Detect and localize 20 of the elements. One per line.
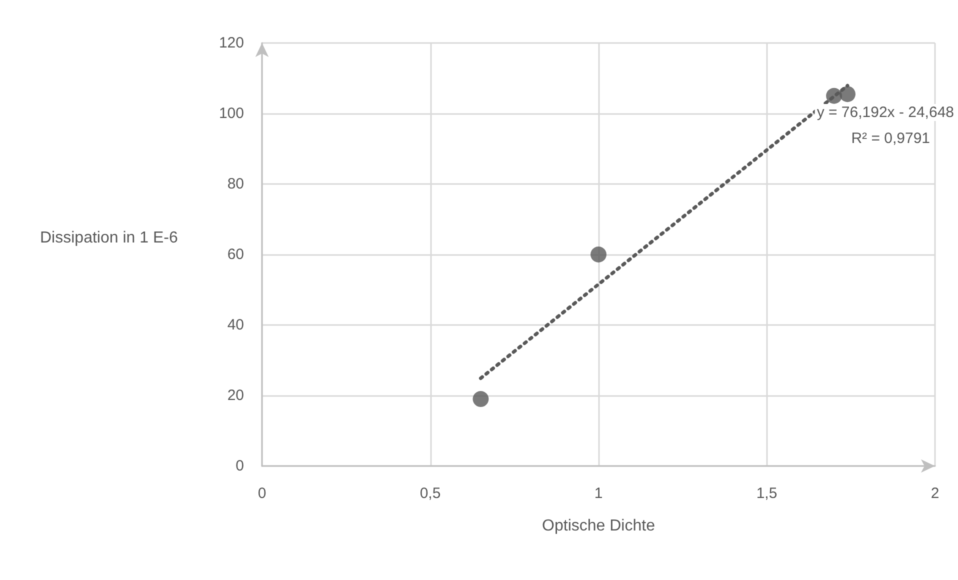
x-tick-label: 0 bbox=[258, 485, 266, 502]
annotation: R² = 0,9791 bbox=[851, 130, 930, 147]
x-tick-label: 1 bbox=[594, 485, 603, 502]
x-axis-title: Optische Dichte bbox=[542, 518, 656, 534]
y-tick-label: 0 bbox=[236, 458, 244, 474]
y-axis-title: Dissipation in 1 E-6 bbox=[40, 230, 178, 246]
y-tick-label: 80 bbox=[227, 176, 244, 192]
x-tick-label: 0,5 bbox=[420, 485, 441, 502]
y-tick-label: 120 bbox=[218, 34, 244, 52]
x-tick-label: 1,5 bbox=[756, 485, 778, 502]
point bbox=[840, 86, 856, 102]
y-tick-label: 60 bbox=[227, 246, 244, 263]
point bbox=[826, 88, 842, 104]
x-tick-label: 2 bbox=[930, 485, 940, 502]
annotation: y = 76,192x - 24,648 bbox=[816, 104, 954, 121]
point bbox=[472, 391, 489, 408]
y-tick-label: 100 bbox=[218, 105, 244, 122]
y-tick-label: 40 bbox=[227, 316, 244, 334]
point bbox=[590, 246, 606, 262]
y-tick-label: 20 bbox=[227, 387, 244, 404]
